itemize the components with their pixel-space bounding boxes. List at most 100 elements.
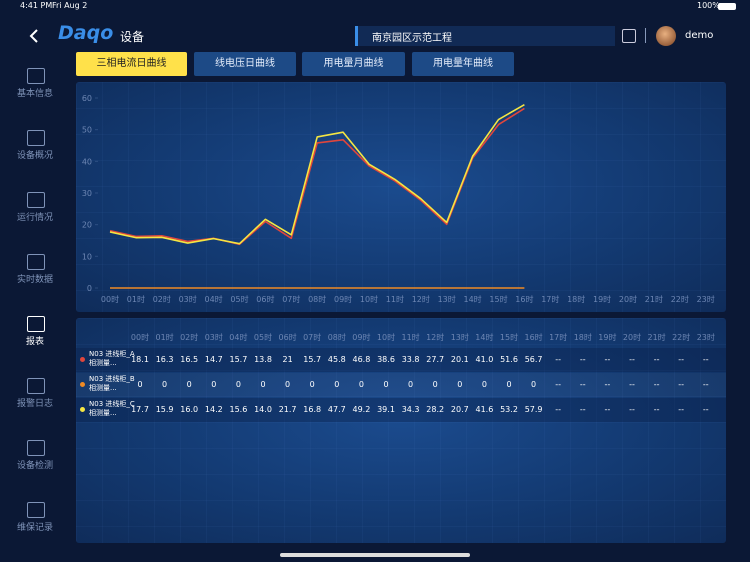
x-tick-label: 00时	[101, 294, 119, 304]
table-header: 13时	[450, 333, 469, 342]
user-name: demo	[685, 30, 714, 41]
table-header: 10时	[376, 333, 396, 342]
x-tick-label: 18时	[567, 294, 585, 304]
table-header: 14时	[475, 333, 494, 342]
table-cell: --	[555, 355, 562, 364]
table-cell: --	[579, 380, 586, 389]
table-cell: --	[629, 355, 635, 364]
chart: 0 10 20 30 40 50 60 00时 01时 02时 03时 04时 05时 06时 07时 08时…	[82, 94, 715, 304]
sidebar-label: 报警日志	[16, 399, 53, 409]
table-cell: 38.6	[377, 355, 395, 364]
table-cell: 28.2	[426, 405, 445, 414]
x-tick-label: 06时	[256, 294, 274, 304]
table-cell: 15.7	[303, 355, 322, 364]
project-name: 南京园区示范工程	[372, 33, 452, 44]
tab[interactable]: 线电压日曲线	[194, 52, 296, 76]
y-tick-label: 50	[82, 126, 92, 135]
sidebar-icon	[27, 316, 45, 332]
table-cell: 15.7	[229, 355, 248, 364]
table-header: 02时	[180, 333, 199, 342]
x-tick-label: 17时	[541, 294, 559, 304]
table-header: 17时	[549, 333, 568, 342]
sidebar-item[interactable]: 维保记录	[0, 502, 70, 552]
table-cell: 15.6	[229, 405, 248, 414]
tab[interactable]: 三相电流日曲线	[76, 52, 187, 76]
sidebar-item[interactable]: 实时数据	[0, 254, 70, 304]
table-header: 12时	[426, 333, 445, 342]
table-cell: --	[702, 405, 709, 414]
table-cell: --	[702, 380, 709, 389]
table-cell: 15.9	[155, 405, 174, 414]
table-cell: 41.0	[475, 355, 494, 364]
back-button[interactable]	[28, 28, 40, 44]
table-cell: 16.3	[155, 355, 174, 364]
y-tick-label: 30	[82, 189, 92, 198]
table-cell: 16.5	[180, 355, 199, 364]
series-line	[109, 103, 525, 245]
sidebar-label: 维保记录	[16, 523, 53, 533]
table-cell: 56.7	[524, 355, 543, 364]
table-header: 06时	[278, 333, 297, 342]
table-header: 23时	[696, 333, 715, 342]
table-cell: 0	[235, 380, 241, 389]
table-cell: 51.6	[500, 355, 518, 364]
table-cell: 14.2	[204, 405, 223, 414]
x-tick-label: 03时	[179, 294, 197, 304]
table-cell: 0	[162, 380, 168, 389]
sidebar-label: 设备检测	[16, 461, 53, 471]
sidebar-item[interactable]: 报表	[0, 316, 70, 366]
table-cell: 14.7	[204, 355, 223, 364]
table-cell: 45.8	[327, 355, 346, 364]
x-tick-label: 04时	[205, 294, 223, 304]
table-cell: 39.1	[377, 405, 395, 414]
table-cell: --	[604, 380, 611, 389]
table-cell: 0	[211, 380, 217, 389]
table-header: 07时	[303, 333, 322, 342]
sidebar-item[interactable]: 设备检测	[0, 440, 70, 490]
table-cell: 16.8	[303, 405, 322, 414]
table-cell: 0	[457, 380, 463, 389]
table-cell: 14.0	[254, 405, 272, 414]
table-cell: --	[702, 355, 709, 364]
row-name: N03 进线柜_A相测量...	[89, 350, 135, 367]
legend-dot	[80, 382, 85, 387]
x-tick-label: 16时	[515, 294, 533, 304]
chart-panel	[76, 82, 726, 312]
table-cell: --	[653, 355, 660, 364]
sidebar-label: 运行情况	[16, 213, 53, 223]
y-tick-label: 0	[87, 284, 92, 293]
table-cell: --	[678, 380, 685, 389]
row-band	[76, 398, 726, 422]
table-cell: 34.3	[401, 405, 420, 414]
sidebar-label: 基本信息	[16, 89, 53, 99]
sidebar-label: 报表	[25, 337, 44, 347]
table-cell: 33.8	[401, 355, 420, 364]
x-tick-label: 02时	[153, 294, 171, 304]
scan-button[interactable]	[622, 29, 636, 43]
table-header: 09时	[352, 333, 371, 342]
table-cell: 0	[383, 380, 389, 389]
sidebar-icon	[27, 378, 45, 394]
sidebar-item[interactable]: 基本信息	[0, 68, 70, 118]
table-cell: 0	[506, 380, 512, 389]
sidebar-icon	[27, 192, 45, 208]
sidebar-label: 设备概况	[16, 151, 53, 161]
table-header: 21时	[647, 333, 666, 342]
avatar[interactable]	[656, 26, 676, 46]
table-header: 19时	[598, 333, 617, 342]
table-cell: 16.0	[180, 405, 199, 414]
x-tick-label: 12时	[412, 294, 430, 304]
data-table: 00时 01时 02时 03时 04时 05时 06时 07时 08时 09时 10时 11时 12时 1…	[76, 318, 726, 543]
tab[interactable]: 用电量月曲线	[302, 52, 405, 76]
table-header: 04时	[229, 333, 248, 342]
table-header: 05时	[253, 333, 273, 342]
table-cell: 49.2	[352, 405, 371, 414]
sidebar-item[interactable]: 报警日志	[0, 378, 70, 428]
logo: Daqo	[58, 22, 114, 44]
x-tick-label: 08时	[308, 294, 326, 304]
sidebar-item[interactable]: 设备概况	[0, 130, 70, 180]
x-tick-label: 19时	[593, 294, 611, 304]
project-selector[interactable]: 南京园区示范工程	[355, 26, 615, 46]
sidebar-item[interactable]: 运行情况	[0, 192, 70, 242]
tab[interactable]: 用电量年曲线	[412, 52, 514, 76]
